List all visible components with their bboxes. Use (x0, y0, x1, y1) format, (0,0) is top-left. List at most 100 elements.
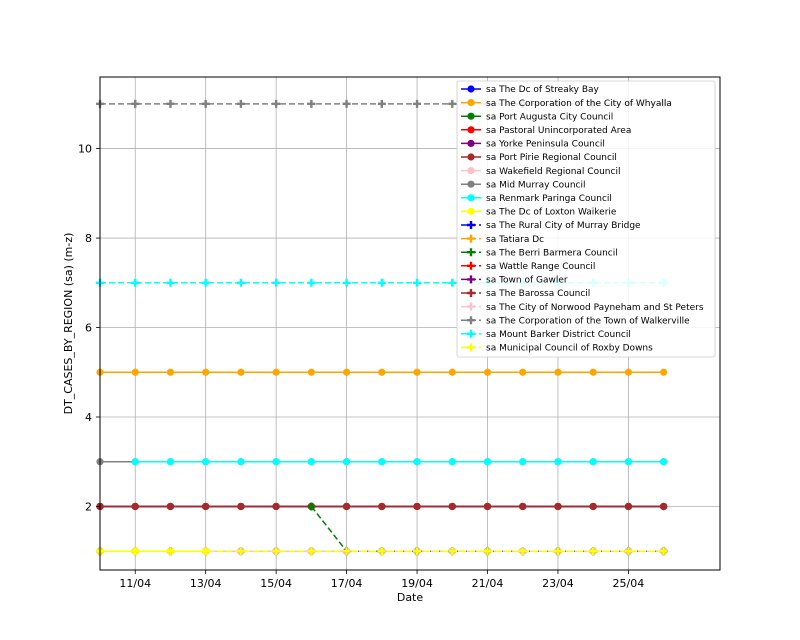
data-point (413, 547, 422, 556)
series-line (131, 458, 668, 466)
data-point (467, 302, 475, 311)
data-point (624, 502, 633, 511)
series-line (96, 547, 210, 555)
series-line (96, 368, 668, 376)
data-point (467, 207, 475, 215)
data-point (237, 502, 245, 511)
legend-box (456, 80, 716, 358)
x-tick-label: 17/04 (331, 577, 363, 590)
data-point (448, 502, 456, 511)
data-point (467, 112, 475, 120)
legend-item: sa The Berri Barmera Council (461, 248, 618, 258)
data-point (467, 153, 475, 161)
legend-item: sa The City of Norwood Payneham and St P… (461, 302, 704, 313)
data-point (342, 502, 351, 511)
data-point (201, 278, 210, 287)
legend-label: sa Port Augusta City Council (486, 112, 613, 122)
legend-item: sa Mount Barker District Council (461, 329, 631, 340)
legend-item: sa Port Pirie Regional Council (461, 153, 617, 163)
data-point (483, 458, 492, 466)
data-point (166, 502, 175, 511)
data-point (518, 547, 527, 556)
data-point (659, 547, 668, 556)
legend-item: sa Municipal Council of Roxby Downs (461, 343, 653, 354)
legend-item: sa Town of Gawler (461, 275, 568, 286)
data-point (413, 99, 422, 108)
data-point (377, 99, 386, 108)
data-point (448, 278, 457, 287)
data-point (554, 368, 562, 376)
data-point (342, 547, 351, 556)
data-point (467, 343, 475, 352)
legend-item: sa The Barossa Council (461, 289, 590, 299)
legend-label: sa The Barossa Council (486, 289, 590, 299)
legend-label: sa The City of Norwood Payneham and St P… (486, 303, 704, 313)
legend-label: sa Wattle Range Council (486, 262, 595, 272)
data-point (236, 547, 245, 556)
legend-label: sa Municipal Council of Roxby Downs (486, 344, 653, 354)
data-point (467, 180, 475, 188)
legend-item: sa The Corporation of the City of Whyall… (461, 99, 672, 109)
data-point (131, 278, 140, 287)
data-point (272, 458, 280, 466)
data-point (413, 368, 421, 376)
data-point (237, 458, 245, 466)
data-point (624, 458, 633, 466)
legend-label: sa Tatiara Dc (486, 235, 544, 245)
legend-label: sa Yorke Peninsula Council (486, 140, 605, 150)
data-point (467, 99, 475, 107)
data-point (342, 99, 351, 108)
legend-item: sa Renmark Paringa Council (461, 194, 612, 204)
data-point (448, 458, 456, 466)
data-point (624, 547, 633, 556)
x-tick-label: 25/04 (613, 577, 645, 590)
y-tick-label: 4 (85, 411, 92, 424)
data-point (307, 368, 315, 376)
data-point (448, 547, 457, 556)
legend-item: sa Port Augusta City Council (461, 112, 613, 122)
series-line (96, 547, 668, 556)
data-point (467, 126, 475, 134)
data-point (342, 368, 351, 376)
legend-label: sa Pastoral Unincorporated Area (486, 126, 631, 136)
data-point (448, 99, 457, 108)
data-point (272, 502, 280, 511)
data-point (553, 547, 562, 556)
data-point (467, 234, 475, 243)
data-point (589, 368, 597, 376)
data-point (202, 458, 210, 466)
data-point (467, 316, 475, 325)
data-point (519, 458, 527, 466)
data-point (307, 547, 316, 556)
data-point (307, 99, 316, 108)
data-point (467, 248, 475, 257)
data-point (377, 278, 386, 287)
data-point (660, 502, 668, 511)
data-point (272, 368, 280, 376)
series-line (96, 502, 668, 511)
y-axis-label: DT_CASES_BY_REGION (sa) (m-z) (62, 233, 75, 415)
legend-item: sa Mid Murray Council (461, 180, 585, 190)
data-point (202, 502, 210, 511)
data-point (589, 502, 597, 511)
legend-label: sa Mid Murray Council (486, 180, 585, 190)
data-point (448, 368, 456, 376)
data-point (307, 458, 315, 466)
axis-ticks: 11/04 13/04 15/04 17/04 19/04 21/04 23/04 25/04… (78, 143, 644, 590)
y-tick-label: 6 (85, 322, 92, 335)
legend-label: sa The Berri Barmera Council (486, 248, 618, 258)
data-point (201, 547, 210, 556)
data-point (413, 278, 422, 287)
legend-label: sa The Corporation of the City of Whyall… (486, 99, 672, 109)
x-tick-label: 15/04 (260, 577, 292, 590)
data-point (272, 547, 281, 556)
data-point (272, 278, 281, 287)
data-point (237, 368, 245, 376)
legend-item: sa Pastoral Unincorporated Area (461, 126, 631, 136)
legend-item: sa The Dc of Streaky Bay (461, 85, 600, 95)
data-point (378, 502, 386, 511)
data-point (307, 502, 316, 511)
data-point (131, 368, 139, 376)
series-layer (96, 99, 668, 556)
